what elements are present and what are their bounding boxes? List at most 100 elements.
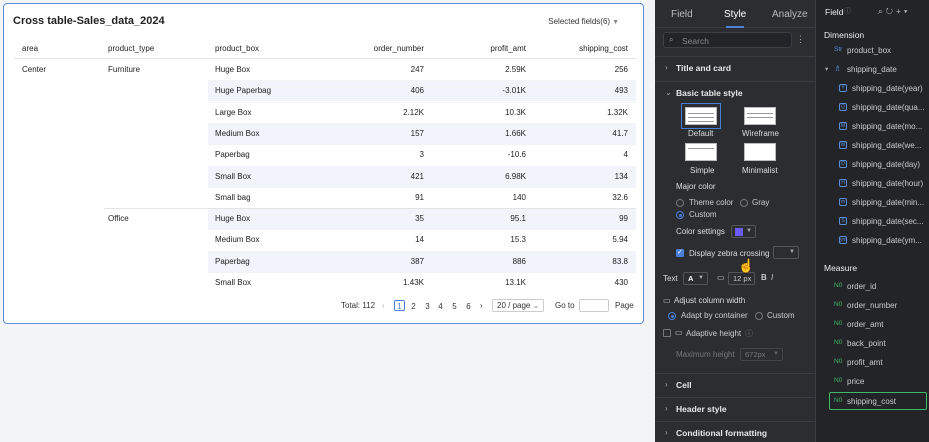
dimension-field-item[interactable]: ym shipping_date(ym... xyxy=(816,232,929,250)
radio-theme-color[interactable] xyxy=(676,199,684,207)
refresh-icon[interactable]: ↻ xyxy=(885,6,896,16)
table-row: Huge Paperbag 406 -3.01K 493 xyxy=(14,80,636,102)
radio-custom-width[interactable] xyxy=(755,312,763,320)
table-style-default[interactable] xyxy=(681,103,721,129)
measure-field-item[interactable]: N0 shipping_cost xyxy=(829,392,927,410)
more-options-icon[interactable]: ⋮ xyxy=(796,34,805,44)
measure-field-item[interactable]: N0 order_number xyxy=(816,297,929,315)
tab-style[interactable]: Style xyxy=(724,9,747,20)
measure-field-item[interactable]: N0 profit_amt xyxy=(816,354,929,372)
column-header-area[interactable]: area xyxy=(22,44,39,53)
table-card[interactable]: Cross table-Sales_data_2024 Selected fie… xyxy=(3,3,644,324)
chevron-down-icon: ⌄ xyxy=(532,301,540,310)
color-settings-picker[interactable]: ▼ xyxy=(731,225,756,238)
italic-button[interactable]: I xyxy=(771,273,774,282)
number-type-icon: N0 xyxy=(834,339,843,346)
selected-fields-dropdown[interactable]: Selected fields(6) ▼ xyxy=(548,17,619,26)
date-granularity-icon: Y xyxy=(839,84,847,92)
table-row: Paperbag 3 -10.6 4 xyxy=(14,144,636,165)
mouse-cursor-icon: ☝ xyxy=(738,258,755,273)
measure-field-item[interactable]: N0 price xyxy=(816,373,929,391)
section-cell[interactable]: › Cell xyxy=(655,373,815,395)
page-2-button[interactable]: 2 xyxy=(411,302,416,311)
radio-custom[interactable] xyxy=(676,211,684,219)
date-granularity-icon: M xyxy=(839,122,847,130)
date-granularity-icon: H xyxy=(839,179,847,187)
radio-gray[interactable] xyxy=(740,199,748,207)
style-search-input[interactable]: ⌕ Search xyxy=(663,32,792,48)
page-1-button[interactable]: 1 xyxy=(394,300,405,311)
table-style-wireframe[interactable] xyxy=(744,107,776,125)
section-conditional-formatting[interactable]: › Conditional formatting xyxy=(655,421,815,442)
adaptive-height-checkbox[interactable] xyxy=(663,329,671,337)
next-page-button[interactable]: › xyxy=(480,301,483,310)
zebra-color-select[interactable]: ▼ xyxy=(773,246,799,259)
page-size-select[interactable]: 20 / page ⌄ xyxy=(492,299,545,312)
section-title-and-card[interactable]: › Title and card xyxy=(655,56,815,78)
table-style-minimalist[interactable] xyxy=(744,143,776,161)
row-separator xyxy=(208,272,636,273)
cell-product-box: Small Box xyxy=(215,171,252,181)
cell-area: Center xyxy=(22,65,47,74)
font-size-input[interactable]: 12 px xyxy=(728,272,755,285)
tab-field[interactable]: Field xyxy=(671,9,693,20)
column-header-product-box[interactable]: product_box xyxy=(215,44,260,53)
field-name: order_id xyxy=(847,282,877,291)
search-icon[interactable]: ⌕ xyxy=(878,6,886,16)
add-icon[interactable]: + xyxy=(895,6,904,16)
measure-field-item[interactable]: N0 order_id xyxy=(816,278,929,296)
table-row: Medium Box 157 1.66K 41.7 xyxy=(14,122,636,144)
goto-page-input[interactable] xyxy=(579,299,609,312)
selected-fields-label: Selected fields(6) xyxy=(548,17,611,26)
cell-profit-amt: 13.1K xyxy=(505,278,526,287)
column-header-shipping-cost[interactable]: shipping_cost xyxy=(579,44,628,53)
page-6-button[interactable]: 6 xyxy=(466,302,471,311)
chevron-down-icon[interactable]: ▾ xyxy=(903,6,911,16)
cell-profit-amt: -3.01K xyxy=(502,86,526,96)
prev-page-button[interactable]: ‹ xyxy=(382,301,385,310)
max-height-select[interactable]: 672px ▼ xyxy=(740,348,783,361)
text-color-select[interactable]: A ▼ xyxy=(683,272,708,285)
caret-down-icon[interactable]: ▾ xyxy=(825,66,829,73)
column-header-profit-amt[interactable]: profit_amt xyxy=(490,44,526,53)
cell-profit-amt: 1.66K xyxy=(505,128,526,138)
page-5-button[interactable]: 5 xyxy=(452,302,457,311)
measure-field-item[interactable]: N0 back_point xyxy=(816,335,929,353)
number-type-icon: N0 xyxy=(834,320,843,327)
table-header: area product_type product_box order_numb… xyxy=(14,39,636,59)
radio-adapt-by-container[interactable] xyxy=(668,312,676,320)
cell-product-box: Huge Box xyxy=(215,214,251,224)
column-header-product-type[interactable]: product_type xyxy=(108,44,155,53)
tab-analyze[interactable]: Analyze xyxy=(772,9,808,20)
dimension-field-item[interactable]: ▾ ♗ shipping_date xyxy=(816,61,929,79)
zebra-crossing-label: Display zebra crossing xyxy=(689,249,770,258)
number-type-icon: N0 xyxy=(834,282,843,289)
table-style-simple[interactable] xyxy=(685,143,717,161)
field-name: order_number xyxy=(847,301,898,310)
dimension-field-item[interactable]: Str product_box xyxy=(816,42,929,60)
cell-profit-amt: 2.59K xyxy=(505,65,526,74)
section-basic-table-style[interactable]: ⌄ Basic table style xyxy=(655,81,815,103)
bold-button[interactable]: B xyxy=(761,273,767,282)
measure-field-item[interactable]: N0 order_amt xyxy=(816,316,929,334)
cell-order-number: 247 xyxy=(410,65,424,74)
cell-shipping-cost: 32.6 xyxy=(612,192,628,202)
section-header-style[interactable]: › Header style xyxy=(655,397,815,419)
table-row: Small Box 1.43K 13.1K 430 xyxy=(14,272,636,293)
dimension-group-label: Dimension xyxy=(824,30,865,40)
dimension-field-item[interactable]: m shipping_date(min... xyxy=(816,194,929,212)
zebra-crossing-checkbox[interactable] xyxy=(676,248,684,257)
active-tab-indicator xyxy=(726,26,744,28)
panel-tabs: Field Style Analyze xyxy=(655,0,815,28)
column-header-order-number[interactable]: order_number xyxy=(373,44,424,53)
page-4-button[interactable]: 4 xyxy=(438,302,443,311)
page-3-button[interactable]: 3 xyxy=(425,302,430,311)
cell-product-type: Office xyxy=(108,214,129,224)
